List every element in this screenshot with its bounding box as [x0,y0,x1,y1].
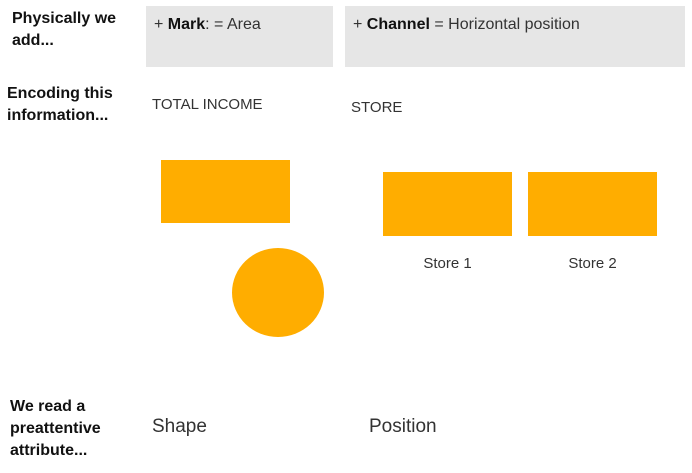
row-header-encoding: Encoding this information... [7,85,113,124]
channel-box: + Channel = Horizontal position [345,6,685,67]
row-header-read: We read a preattentive attribute... [10,398,101,459]
store-2-label: Store 2 [568,255,617,272]
area-rectangle [161,160,290,223]
store-1-rectangle [383,172,512,236]
channel-box-prefix: + [353,16,367,33]
mark-box: + Mark: = Area [146,6,333,67]
channel-box-rest: = Horizontal position [429,16,580,33]
channel-box-term: Channel [366,16,430,33]
attribute-position: Position [369,416,437,437]
attribute-shape: Shape [152,416,207,437]
store-2-rectangle [528,172,657,236]
row-header-added: Physically we add... [12,10,117,49]
channel-caption: STORE [351,99,403,116]
area-circle [232,248,324,337]
mark-box-prefix: + [154,16,168,33]
mark-caption: TOTAL INCOME [152,96,263,113]
mark-box-term: Mark [167,16,206,33]
store-1-label: Store 1 [423,255,472,272]
mark-box-rest: : = Area [205,16,261,33]
